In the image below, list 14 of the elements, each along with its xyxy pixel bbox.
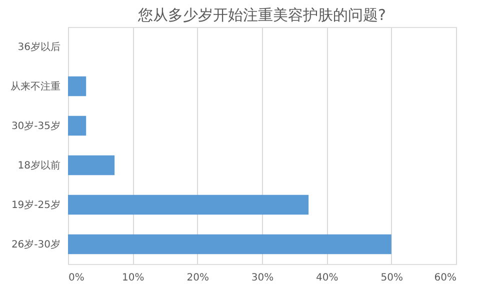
- x-tick-label: 40%: [316, 272, 338, 284]
- y-tick-label: 36岁以后: [18, 40, 60, 53]
- x-tick-label: 30%: [251, 272, 274, 284]
- x-tick-label: 0%: [68, 272, 84, 284]
- y-tick-label: 26岁-30岁: [11, 238, 60, 250]
- y-tick-label: 19岁-25岁: [11, 198, 60, 211]
- x-tick-label: 60%: [434, 272, 456, 284]
- chart-title: 您从多少岁开始注重美容护肤的问题?: [137, 6, 386, 24]
- x-tick-label: 50%: [380, 272, 403, 284]
- x-tick-label: 20%: [186, 272, 209, 284]
- x-tick-label: 10%: [122, 272, 144, 284]
- y-tick-label: 30岁-35岁: [11, 120, 60, 132]
- y-tick-label: 18岁以前: [18, 159, 60, 172]
- y-tick-label: 从来不注重: [10, 80, 60, 92]
